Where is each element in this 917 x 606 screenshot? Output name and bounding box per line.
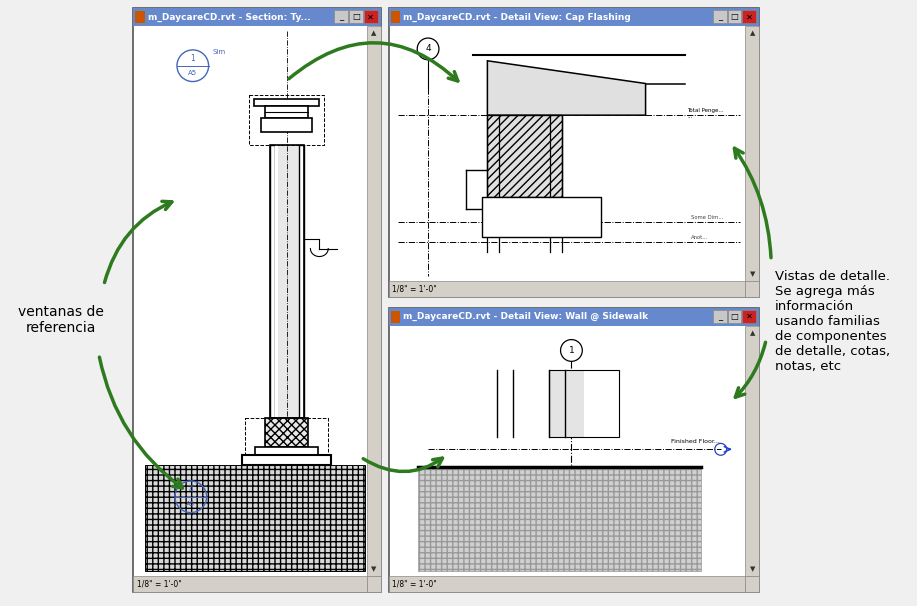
Text: 4: 4 [425,44,431,53]
Text: ✕: ✕ [746,312,753,321]
Bar [389,8,759,26]
Bar [391,12,401,23]
Bar [270,145,275,418]
Text: 1/8" = 1'-0": 1/8" = 1'-0" [392,579,437,588]
Text: ▼: ▼ [750,566,755,572]
Bar [261,118,313,132]
Bar [134,8,381,591]
Text: 1: 1 [191,54,195,63]
Text: ✕: ✕ [367,12,374,21]
Bar [727,10,742,23]
Text: _: _ [718,12,722,21]
Text: 4: 4 [188,485,193,494]
Bar [270,145,304,418]
Bar [255,447,318,455]
Text: m_DaycareCD.rvt - Section: Ty...: m_DaycareCD.rvt - Section: Ty... [149,13,311,22]
Text: Vistas de detalle.
Se agrega más
información
usando familias
de componentes
de d: Vistas de detalle. Se agrega más informa… [775,270,890,373]
Text: Anot...: Anot... [691,235,708,240]
Bar [743,10,757,23]
Text: □: □ [352,12,359,21]
Bar [265,418,308,447]
Text: ...: ... [687,114,692,119]
Bar [548,370,584,438]
Text: ▲: ▲ [750,30,755,36]
Text: A5: A5 [186,501,195,507]
Bar [349,10,363,23]
Bar [134,576,367,591]
Text: A5: A5 [188,70,197,76]
Bar [242,455,331,465]
Text: ▼: ▼ [371,566,376,572]
Bar [389,576,746,591]
Text: ▲: ▲ [750,330,755,336]
Bar [713,10,726,23]
Bar [746,576,759,591]
Bar [743,310,757,323]
Bar [713,310,726,323]
Bar [254,99,319,106]
Text: m_DaycareCD.rvt - Detail View: Cap Flashing: m_DaycareCD.rvt - Detail View: Cap Flash… [403,13,631,22]
Bar [367,26,381,576]
Bar [488,115,561,197]
Text: Sim: Sim [213,49,226,55]
Text: 1/8" = 1'-0": 1/8" = 1'-0" [138,579,182,588]
Polygon shape [488,61,646,115]
Bar [389,281,746,297]
Bar [275,145,278,418]
Bar [134,8,381,26]
Text: 1: 1 [569,346,574,355]
Text: 1/8" = 1'-0": 1/8" = 1'-0" [392,285,437,294]
Text: _: _ [339,12,343,21]
Text: □: □ [731,12,738,21]
Bar [482,197,601,237]
Bar [746,26,759,281]
Bar [265,106,308,118]
Text: ▲: ▲ [371,30,376,36]
Text: ventanas de
referencia: ventanas de referencia [18,305,105,335]
Text: _: _ [718,312,722,321]
Bar [389,8,759,297]
Text: Total Penge...: Total Penge... [687,108,724,113]
Bar [389,308,759,326]
Text: Some Dim...: Some Dim... [691,215,724,220]
Bar [746,326,759,576]
Bar [136,12,145,23]
Bar [391,311,401,323]
Text: Finished Floor...: Finished Floor... [671,439,720,444]
Bar [270,145,304,418]
Bar [418,469,701,571]
Text: □: □ [731,312,738,321]
Bar [364,10,378,23]
Bar [746,281,759,297]
Bar [367,576,381,591]
Bar [299,145,304,418]
Bar [548,370,619,438]
Bar [389,308,759,591]
Text: ✕: ✕ [746,12,753,21]
Text: m_DaycareCD.rvt - Detail View: Wall @ Sidewalk: m_DaycareCD.rvt - Detail View: Wall @ Si… [403,312,648,321]
Bar [145,465,365,571]
Bar [334,10,348,23]
Text: ▼: ▼ [750,271,755,278]
Bar [727,310,742,323]
